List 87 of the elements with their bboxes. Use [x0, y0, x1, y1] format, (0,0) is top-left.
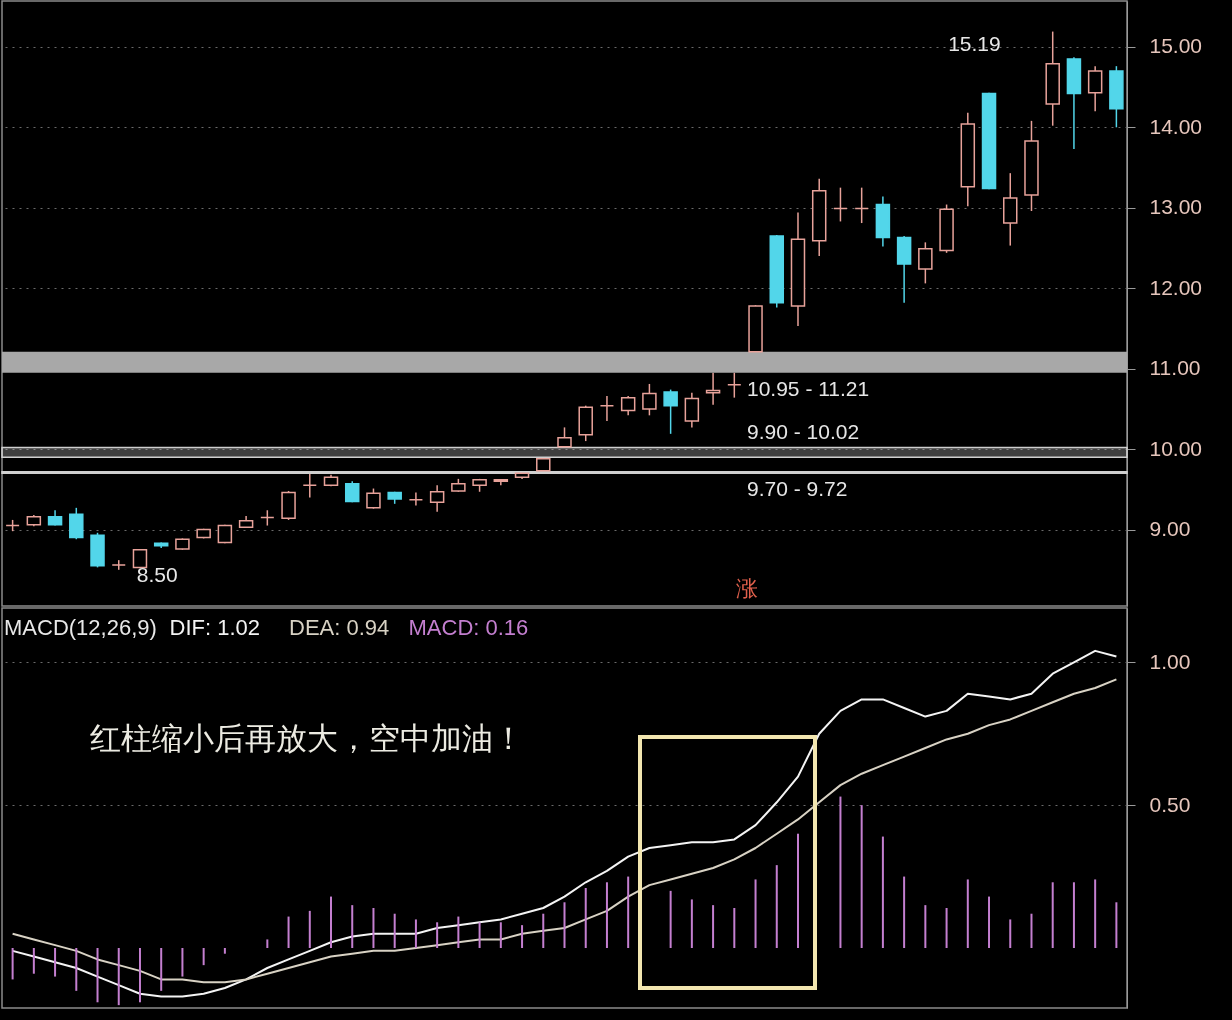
bar: [181, 948, 184, 977]
bar: [690, 899, 693, 948]
text: DEA: 0.94: [289, 615, 390, 640]
text: DIF: 1.02: [169, 615, 260, 640]
bar: [966, 879, 969, 948]
candlestick: [302, 471, 318, 499]
candlestick: [557, 426, 572, 449]
band-label: 9.70 - 9.72: [747, 477, 848, 501]
bar: [75, 948, 78, 991]
bar: [860, 805, 863, 948]
bar: [881, 836, 884, 948]
bar: [414, 919, 417, 948]
bar: [308, 910, 311, 948]
bar: [351, 905, 354, 948]
bar: [32, 948, 35, 974]
bar: [1072, 882, 1075, 948]
bar: [393, 913, 396, 948]
candlestick: [366, 487, 381, 510]
bar: [584, 888, 587, 948]
bar: [160, 948, 163, 991]
bar: [499, 922, 502, 948]
bar: [372, 908, 375, 948]
bar: [223, 948, 226, 954]
annotation: 红柱缩小后再放大，空中加油！: [90, 720, 524, 756]
chart-title: MACD(12,26,9): [4, 615, 157, 640]
bar: [924, 905, 927, 948]
candlestick: [727, 371, 742, 399]
bar: [945, 908, 948, 948]
bar: [1094, 879, 1097, 948]
bar: [754, 879, 757, 948]
bar: [839, 796, 842, 948]
bar: [605, 882, 608, 948]
bar: [266, 939, 269, 948]
bar: [669, 890, 672, 948]
y-tick-label: 13.00: [1149, 195, 1203, 219]
candlestick: [918, 241, 933, 285]
candlestick: [408, 491, 424, 507]
candlestick: [854, 186, 869, 224]
bar: [775, 865, 778, 948]
y-tick-label: 0.50: [1149, 792, 1191, 816]
y-tick-label: 9.00: [1149, 517, 1191, 541]
bar: [796, 833, 799, 948]
candlestick: [620, 395, 636, 417]
annotation: 涨: [736, 576, 758, 601]
candlestick: [684, 392, 700, 429]
bar: [903, 876, 906, 948]
bar: [436, 922, 439, 948]
y-tick-label: 12.00: [1149, 275, 1203, 299]
y-tick-label: 1.00: [1149, 649, 1191, 673]
bar: [1051, 882, 1054, 948]
bar: [11, 948, 14, 980]
band-label: 10.95 - 11.21: [747, 376, 870, 400]
bar: [117, 948, 120, 1006]
candlestick: [69, 507, 84, 540]
bar: [542, 913, 545, 948]
bar: [1030, 913, 1033, 948]
bar: [1009, 919, 1012, 948]
candlestick: [429, 484, 445, 513]
candlestick: [705, 371, 721, 406]
band-label: 9.90 - 10.02: [747, 419, 860, 443]
candlestick: [833, 186, 848, 223]
bar: [138, 948, 141, 1003]
y-tick-label: 15.00: [1149, 34, 1203, 58]
candlestick: [1087, 65, 1103, 112]
bar: [54, 948, 57, 977]
text: MACD: 0.16: [408, 615, 529, 640]
bar: [563, 902, 566, 948]
bar: [988, 896, 991, 948]
candlestick: [642, 383, 657, 417]
bar: [457, 916, 460, 948]
bar: [1115, 902, 1118, 948]
bar: [202, 948, 205, 966]
bar: [733, 908, 736, 948]
candlestick: [663, 388, 678, 435]
bar: [96, 948, 99, 1003]
bar: [287, 916, 290, 948]
bar: [478, 922, 481, 948]
annotation: 8.50: [136, 562, 178, 586]
bar: [627, 876, 630, 948]
bar: [521, 925, 524, 948]
annotation: 15.19: [948, 31, 1001, 55]
candlestick: [599, 395, 615, 422]
y-tick-label: 10.00: [1149, 436, 1203, 460]
bar: [712, 905, 715, 948]
y-tick-label: 14.00: [1149, 114, 1203, 138]
bar: [330, 896, 333, 948]
y-tick-label: 11.00: [1149, 356, 1201, 380]
